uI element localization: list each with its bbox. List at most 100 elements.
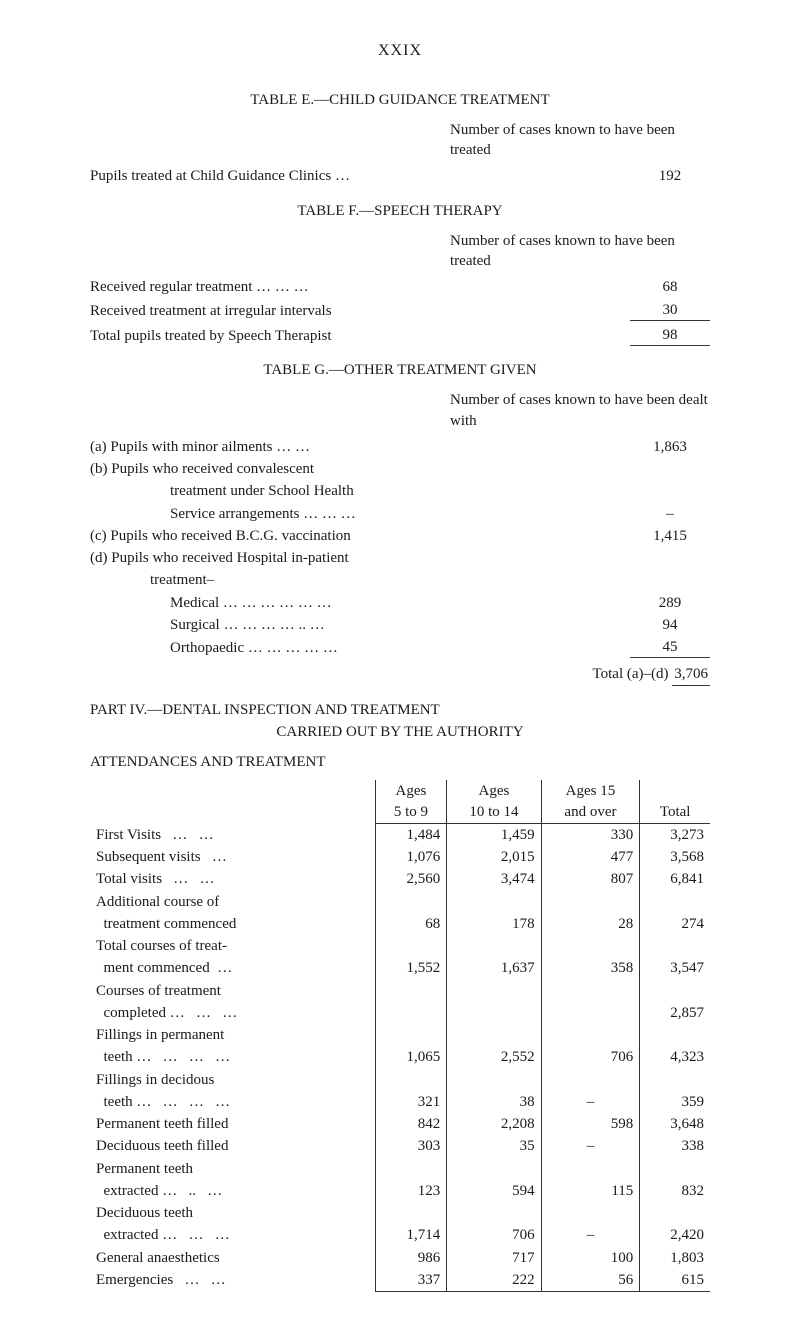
cell-value: [375, 1002, 447, 1024]
cell-value: 2,857: [640, 1002, 710, 1024]
table-e-row: Pupils treated at Child Guidance Clinics…: [90, 166, 710, 186]
cell-value: 3,273: [640, 823, 710, 846]
cell-label: Total courses of treat-: [90, 935, 375, 957]
table-f-title: TABLE F.—SPEECH THERAPY: [90, 201, 710, 221]
table-g-row: treatment–: [90, 570, 710, 590]
table-e-col-header: Number of cases known to have been treat…: [450, 120, 710, 161]
cell-value: 337: [375, 1269, 447, 1292]
table-row: Fillings in decidous: [90, 1069, 710, 1091]
row-value: 1,863: [630, 437, 710, 457]
cell-value: 477: [541, 846, 640, 868]
cell-value: 2,208: [447, 1113, 541, 1135]
table-e-title: TABLE E.—CHILD GUIDANCE TREATMENT: [90, 90, 710, 110]
row-label: Surgical … … … … .. …: [90, 615, 630, 635]
cell-label: Permanent teeth filled: [90, 1113, 375, 1135]
row-label: treatment under School Health: [90, 481, 630, 501]
row-value: 1,415: [630, 526, 710, 546]
cell-value: [541, 980, 640, 1002]
cell-value: [375, 980, 447, 1002]
table-header-row: Ages 5 to 9 Ages 10 to 14 Ages 15 and ov…: [90, 780, 710, 823]
row-value: –: [630, 504, 710, 524]
cell-value: 274: [640, 913, 710, 935]
cell-label: extracted … .. …: [90, 1180, 375, 1202]
cell-value: [375, 891, 447, 913]
cell-value: 3,648: [640, 1113, 710, 1135]
cell-value: 359: [640, 1091, 710, 1113]
cell-value: [541, 935, 640, 957]
table-row: Emergencies … …33722256615: [90, 1269, 710, 1292]
cell-value: 338: [640, 1135, 710, 1157]
col-ages-10-14: Ages 10 to 14: [447, 780, 541, 823]
attendances-table: Ages 5 to 9 Ages 10 to 14 Ages 15 and ov…: [90, 780, 710, 1292]
table-row: Permanent teeth: [90, 1158, 710, 1180]
cell-label: teeth … … … …: [90, 1091, 375, 1113]
cell-value: 706: [541, 1046, 640, 1068]
row-label: Medical … … … … … …: [90, 593, 630, 613]
cell-value: 1,065: [375, 1046, 447, 1068]
row-value: 68: [630, 277, 710, 297]
cell-value: [541, 1069, 640, 1091]
cell-label: General anaesthetics: [90, 1247, 375, 1269]
cell-value: 321: [375, 1091, 447, 1113]
table-g-row: (a) Pupils with minor ailments … …1,863: [90, 437, 710, 457]
cell-value: [375, 1024, 447, 1046]
cell-label: Permanent teeth: [90, 1158, 375, 1180]
cell-value: [640, 980, 710, 1002]
table-row: Total courses of treat-: [90, 935, 710, 957]
cell-value: 832: [640, 1180, 710, 1202]
cell-value: 2,552: [447, 1046, 541, 1068]
page-number-roman: XXIX: [90, 40, 710, 62]
row-label: Service arrangements … … …: [90, 504, 630, 524]
row-value: 45: [630, 637, 710, 658]
cell-value: 38: [447, 1091, 541, 1113]
total-value: 3,706: [672, 664, 710, 685]
cell-label: Fillings in decidous: [90, 1069, 375, 1091]
cell-label: Emergencies … …: [90, 1269, 375, 1292]
table-row: Permanent teeth filled8422,2085983,648: [90, 1113, 710, 1135]
cell-label: Fillings in permanent: [90, 1024, 375, 1046]
table-row: extracted … .. …123594115832: [90, 1180, 710, 1202]
cell-value: 706: [447, 1224, 541, 1246]
row-label: (a) Pupils with minor ailments … …: [90, 437, 630, 457]
cell-value: 1,552: [375, 957, 447, 979]
table-g-row: treatment under School Health: [90, 481, 710, 501]
cell-value: 115: [541, 1180, 640, 1202]
part-iv-sub: CARRIED OUT BY THE AUTHORITY: [90, 722, 710, 742]
cell-value: –: [541, 1224, 640, 1246]
cell-label: completed … … …: [90, 1002, 375, 1024]
table-g-row: Surgical … … … … .. …94: [90, 615, 710, 635]
cell-value: 598: [541, 1113, 640, 1135]
cell-value: [447, 1002, 541, 1024]
table-row: Total visits … …2,5603,4748076,841: [90, 868, 710, 890]
table-row: extracted … … …1,714706–2,420: [90, 1224, 710, 1246]
table-row: General anaesthetics9867171001,803: [90, 1247, 710, 1269]
cell-value: [447, 1069, 541, 1091]
table-f-total: Total pupils treated by Speech Therapist…: [90, 325, 710, 346]
row-label: Total pupils treated by Speech Therapist: [90, 326, 630, 346]
table-row: teeth … … … …1,0652,5527064,323: [90, 1046, 710, 1068]
cell-value: [541, 1158, 640, 1180]
table-f-row: Received treatment at irregular interval…: [90, 300, 710, 321]
cell-label: Subsequent visits …: [90, 846, 375, 868]
cell-label: treatment commenced: [90, 913, 375, 935]
row-label: Received regular treatment … … …: [90, 277, 630, 297]
cell-value: 123: [375, 1180, 447, 1202]
table-g-row: Service arrangements … … …–: [90, 504, 710, 524]
cell-value: 56: [541, 1269, 640, 1292]
cell-value: 3,474: [447, 868, 541, 890]
table-g-row: (d) Pupils who received Hospital in-pati…: [90, 548, 710, 568]
cell-value: 35: [447, 1135, 541, 1157]
cell-label: Deciduous teeth: [90, 1202, 375, 1224]
attendances-body: First Visits … …1,4841,4593303,273Subseq…: [90, 823, 710, 1291]
cell-label: Deciduous teeth filled: [90, 1135, 375, 1157]
table-g-row: Orthopaedic … … … … …45: [90, 637, 710, 658]
cell-value: 2,560: [375, 868, 447, 890]
row-label: (c) Pupils who received B.C.G. vaccinati…: [90, 526, 630, 546]
cell-value: 3,568: [640, 846, 710, 868]
row-value: 98: [630, 325, 710, 346]
table-row: First Visits … …1,4841,4593303,273: [90, 823, 710, 846]
cell-value: 986: [375, 1247, 447, 1269]
cell-value: [447, 980, 541, 1002]
table-row: completed … … … 2,857: [90, 1002, 710, 1024]
cell-label: ment commenced …: [90, 957, 375, 979]
